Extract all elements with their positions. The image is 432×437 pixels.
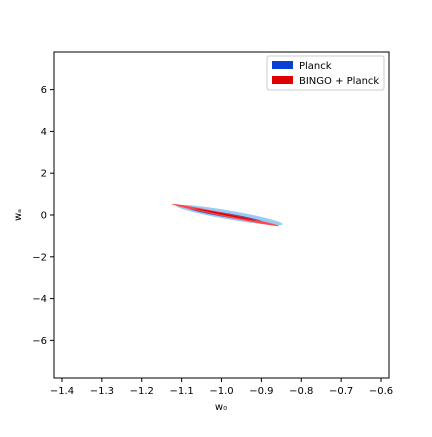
x-tick-label: −0.7 [329,386,353,397]
x-tick-label: −1.2 [130,386,154,397]
x-axis-label: w₀ [215,402,227,413]
x-tick-label: −0.6 [369,386,393,397]
y-tick-label: −6 [32,336,47,347]
x-tick-label: −0.8 [289,386,313,397]
y-axis: −6 −4 −2 0 2 4 6 [32,85,54,347]
legend-label-bingo-planck: BINGO + Planck [299,76,379,87]
x-axis: −1.4 −1.3 −1.2 −1.1 −1.0 −0.9 −0.8 −0.7 −0.6 [50,378,393,397]
legend-box [266,55,385,91]
y-tick-label: 2 [41,169,47,180]
y-tick-label: 6 [41,85,47,96]
y-tick-label: −4 [32,294,47,305]
y-tick-label: 0 [41,211,47,222]
y-tick-label: −2 [32,252,47,263]
y-axis-label: wₐ [13,209,24,221]
contour-bingo-planck-1sigma [194,208,257,221]
legend: Planck BINGO + Planck [266,55,385,91]
x-tick-label: −1.0 [209,386,233,397]
x-tick-label: −1.4 [50,386,74,397]
y-tick-label: 4 [41,127,47,138]
contour-layer [171,203,283,227]
x-tick-label: −1.3 [90,386,114,397]
x-tick-label: −1.1 [169,386,193,397]
legend-swatch-planck [272,61,293,69]
legend-swatch-bingo-planck [272,76,293,84]
x-tick-label: −0.9 [249,386,273,397]
legend-label-planck: Planck [299,61,332,72]
